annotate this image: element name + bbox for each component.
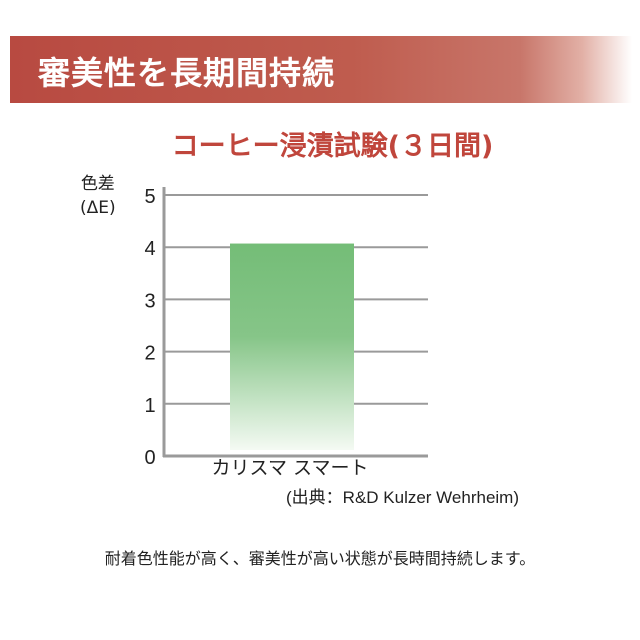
x-tick-label: カリスマ スマート [212,457,369,479]
y-tick-label: 3 [144,290,155,312]
y-tick-label: 1 [144,395,155,417]
chart-title: コーヒー浸漬試験(３日間) [171,131,494,162]
section-title: 審美性を長期間持続 [38,54,336,92]
y-tick-label: 4 [144,238,155,260]
bar [230,243,354,450]
source-note: (出典：R&D Kulzer Wehrheim) [286,488,520,507]
y-tick-label: 5 [144,186,155,208]
y-tick-label: 2 [144,343,155,365]
caption: 耐着色性能が高く、審美性が高い状態が長時間持続します。 [104,549,536,568]
y-axis-label-line2: (ΔE) [80,198,116,218]
section-banner: 審美性を長期間持続 [10,36,632,103]
y-axis-label: 色差 (ΔE) [80,172,116,220]
y-axis-label-line1: 色差 [80,174,115,194]
y-tick-label: 0 [144,447,155,469]
